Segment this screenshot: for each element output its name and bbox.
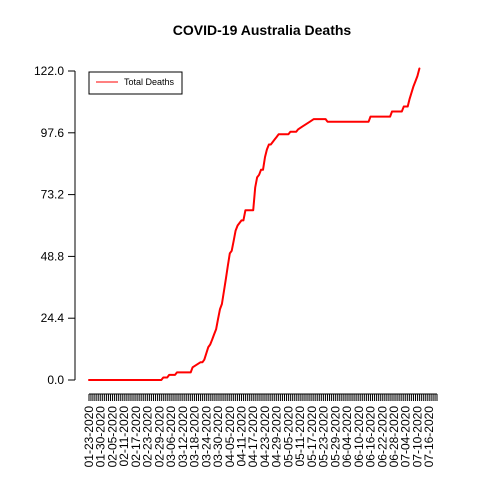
x-tick-label: 06-10-2020 [352, 406, 366, 468]
x-tick-label: 04-17-2020 [246, 406, 260, 468]
chart-title: COVID-19 Australia Deaths [173, 22, 352, 38]
x-tick-label: 07-16-2020 [422, 406, 436, 468]
x-tick-label: 01-23-2020 [82, 406, 96, 468]
x-tick-label: 02-11-2020 [117, 406, 131, 467]
legend-box [88, 71, 183, 95]
x-tick-label: 03-18-2020 [188, 406, 202, 468]
x-tick-label: 03-30-2020 [211, 406, 225, 468]
x-tick-label: 07-10-2020 [410, 406, 424, 468]
y-tick-label: 48.8 [41, 249, 65, 263]
x-tick-label: 05-05-2020 [281, 406, 295, 468]
x-tick-label: 05-17-2020 [305, 406, 319, 468]
series-layer [88, 67, 421, 381]
x-tick-label: 02-05-2020 [105, 406, 119, 468]
y-tick-label: 0.0 [47, 373, 64, 387]
x-tick-label: 04-05-2020 [223, 406, 237, 468]
x-tick-label: 06-22-2020 [375, 406, 389, 468]
x-tick-label: 06-16-2020 [364, 406, 378, 468]
x-tick-label: 05-11-2020 [293, 406, 307, 467]
x-tick-label: 02-29-2020 [152, 406, 166, 468]
x-axis: 01-23-202001-30-202002-05-202002-11-2020… [82, 393, 438, 468]
x-tick-label: 07-04-2020 [399, 406, 413, 468]
x-tick-label: 04-11-2020 [234, 406, 248, 467]
x-tick-label: 03-12-2020 [176, 406, 190, 468]
x-tick-label: 03-24-2020 [199, 406, 213, 468]
x-tick-label: 02-17-2020 [129, 406, 143, 468]
y-tick-label: 97.6 [41, 126, 65, 140]
legend-label-total-deaths: Total Deaths [124, 77, 175, 87]
x-tick-label: 04-29-2020 [270, 406, 284, 468]
x-tick-label: 05-23-2020 [317, 406, 331, 468]
y-axis: 0.0 24.4 48.8 73.2 97.6 122.0 [34, 64, 76, 387]
x-tick-label: 06-28-2020 [387, 406, 401, 468]
x-tick-label: 03-06-2020 [164, 406, 178, 468]
x-tick-label: 04-23-2020 [258, 406, 272, 468]
x-tick-label: 02-23-2020 [141, 406, 155, 468]
x-tick-label: 05-29-2020 [328, 406, 342, 468]
series-line-total-deaths [88, 67, 421, 381]
y-tick-label: 24.4 [41, 311, 65, 325]
legend: Total Deaths [88, 71, 183, 95]
y-tick-label: 122.0 [34, 64, 64, 78]
y-tick-label: 73.2 [41, 188, 65, 202]
x-tick-label: 01-30-2020 [94, 406, 108, 468]
x-tick-label: 06-04-2020 [340, 406, 354, 468]
